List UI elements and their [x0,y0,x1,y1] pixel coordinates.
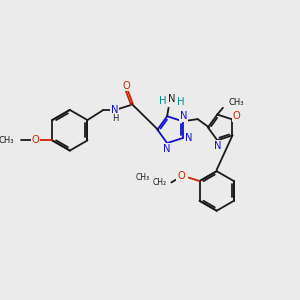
Text: CH₂: CH₂ [153,178,167,187]
Text: O: O [233,111,241,121]
Text: N: N [214,141,221,151]
Text: N: N [164,144,171,154]
Text: H: H [112,114,118,123]
Text: N: N [168,94,176,104]
Text: N: N [180,111,187,121]
Text: CH₃: CH₃ [136,172,150,182]
Text: O: O [177,171,185,181]
Text: O: O [32,135,40,146]
Text: N: N [111,105,118,115]
Text: CH₃: CH₃ [229,98,244,107]
Text: CH₃: CH₃ [0,136,14,145]
Text: N: N [185,133,193,143]
Text: H: H [159,96,166,106]
Text: O: O [123,81,130,91]
Text: H: H [177,97,185,106]
